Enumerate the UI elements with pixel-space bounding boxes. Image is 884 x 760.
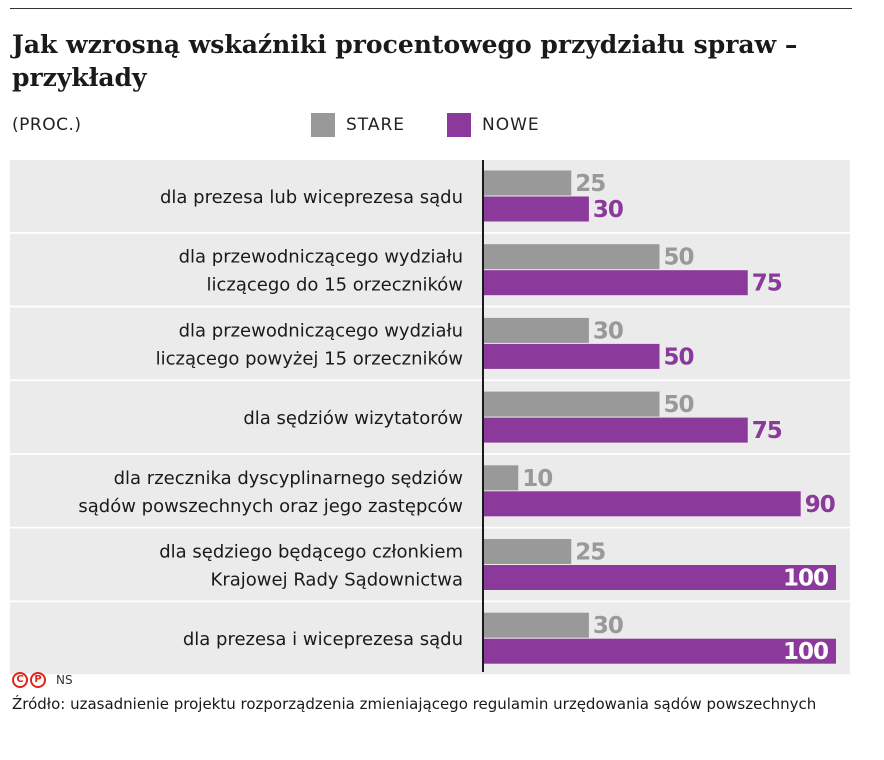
- data-label-stare: 25: [575, 171, 605, 197]
- category-label: sądów powszechnych oraz jego zastępców: [78, 496, 463, 517]
- category-label: dla prezesa lub wiceprezesa sądu: [160, 187, 463, 208]
- data-label-nowe: 75: [752, 271, 782, 297]
- bar-nowe: [483, 565, 836, 590]
- category-label: dla rzecznika dyscyplinarnego sędziów: [114, 468, 463, 489]
- data-label-nowe: 50: [664, 344, 694, 370]
- legend-item-stare: STARE: [311, 113, 405, 137]
- bar-stare: [483, 539, 572, 564]
- bar-stare: [483, 317, 589, 343]
- bar-stare: [483, 391, 660, 417]
- data-label-stare: 10: [522, 466, 552, 492]
- legend-item-nowe: NOWE: [447, 113, 540, 137]
- source-note: Źródło: uzasadnienie projektu rozporządz…: [12, 695, 817, 713]
- data-label-stare: 50: [664, 245, 694, 271]
- data-label-nowe: 100: [783, 566, 828, 592]
- data-label-stare: 30: [593, 318, 623, 344]
- legend-label-nowe: NOWE: [482, 115, 540, 135]
- legend-label-stare: STARE: [346, 115, 406, 135]
- cp-copyright-icon: C: [12, 672, 28, 688]
- data-label-nowe: 30: [593, 197, 623, 223]
- data-label-stare: 50: [664, 392, 694, 418]
- category-label: Krajowej Rady Sądownictwa: [211, 570, 463, 591]
- category-label: dla przewodniczącego wydziału: [179, 320, 463, 341]
- legend-swatch-nowe: [447, 113, 471, 137]
- top-rule: [10, 8, 852, 9]
- category-label: dla przewodniczącego wydziału: [179, 247, 463, 268]
- bar-nowe: [483, 491, 801, 517]
- chart-title: Jak wzrosną wskaźniki procentowego przyd…: [12, 30, 798, 92]
- category-label: dla sędziego będącego członkiem: [159, 542, 463, 563]
- cp-copyright-icon-2: P: [30, 672, 46, 688]
- data-label-stare: 30: [593, 613, 623, 639]
- bar-nowe: [483, 196, 589, 222]
- bar-nowe: [483, 270, 748, 296]
- legend-swatch-stare: [311, 113, 335, 137]
- category-label: liczącego do 15 orzeczników: [207, 275, 464, 296]
- category-label: dla prezesa i wiceprezesa sądu: [183, 629, 463, 650]
- category-label: dla sędziów wizytatorów: [243, 408, 463, 429]
- data-label-nowe: 100: [783, 639, 828, 665]
- bar-stare: [483, 244, 660, 270]
- bar-stare: [483, 465, 519, 491]
- data-label-nowe: 90: [805, 492, 835, 518]
- bar-nowe: [483, 343, 660, 369]
- publisher-logo: C P NS: [12, 671, 73, 689]
- data-label-nowe: 75: [752, 418, 782, 444]
- author-initials: NS: [56, 673, 73, 687]
- row-band: [10, 307, 850, 380]
- bar-nowe: [483, 417, 748, 443]
- bar-stare: [483, 170, 572, 196]
- unit-label: (PROC.): [12, 115, 82, 135]
- category-label: liczącego powyżej 15 orzeczników: [156, 348, 463, 369]
- row-band: [10, 160, 850, 232]
- bar-nowe: [483, 638, 836, 664]
- bar-stare: [483, 612, 589, 638]
- data-label-stare: 25: [575, 540, 605, 566]
